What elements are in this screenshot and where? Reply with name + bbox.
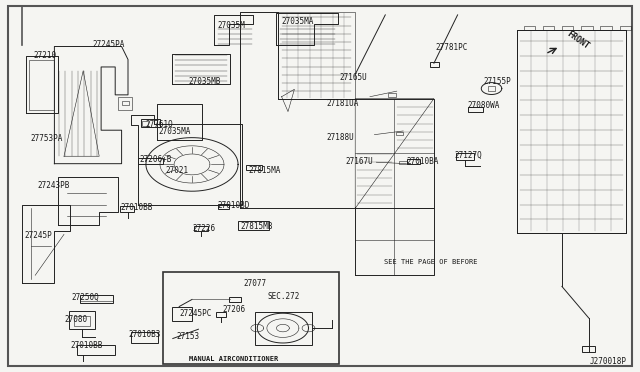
Text: 27167U: 27167U — [346, 157, 373, 166]
Bar — [120, 206, 134, 212]
Bar — [218, 204, 229, 209]
Bar — [141, 119, 160, 127]
Bar — [468, 107, 483, 112]
Text: 27153: 27153 — [176, 331, 199, 340]
Text: J270018P: J270018P — [590, 357, 627, 366]
Bar — [138, 158, 163, 164]
Bar — [216, 312, 226, 317]
Text: MANUAL AIRCONDITIONER: MANUAL AIRCONDITIONER — [189, 356, 278, 362]
Bar — [388, 93, 396, 97]
Text: 27761Q: 27761Q — [146, 119, 173, 128]
Text: 27226: 27226 — [192, 224, 215, 232]
Text: 27815MA: 27815MA — [248, 166, 281, 175]
Bar — [562, 26, 573, 30]
Bar — [396, 132, 403, 135]
Text: 27077: 27077 — [243, 279, 266, 288]
Bar — [620, 26, 631, 30]
Bar — [118, 97, 132, 110]
Text: 27035MA: 27035MA — [282, 17, 314, 26]
Bar — [399, 161, 407, 164]
Bar — [517, 30, 626, 232]
Text: 27206+B: 27206+B — [140, 155, 172, 164]
Text: 27035MB: 27035MB — [189, 77, 221, 86]
Text: 27010B3: 27010B3 — [128, 330, 161, 339]
Bar — [430, 62, 439, 67]
Bar — [74, 316, 90, 326]
Bar — [524, 26, 535, 30]
Bar — [246, 165, 262, 170]
Text: 27035MA: 27035MA — [159, 127, 191, 136]
Text: 27010BB: 27010BB — [120, 203, 153, 212]
Text: 27010BB: 27010BB — [70, 341, 103, 350]
Bar — [29, 60, 54, 110]
Text: 27250Q: 27250Q — [72, 292, 99, 301]
Text: 27010BA: 27010BA — [406, 157, 439, 166]
Text: 27243PB: 27243PB — [37, 181, 70, 190]
Bar — [543, 26, 554, 30]
Bar — [600, 26, 612, 30]
Text: 27021: 27021 — [165, 166, 188, 175]
Bar — [238, 221, 269, 230]
Bar — [582, 346, 595, 352]
Text: 27155P: 27155P — [483, 77, 511, 86]
Text: 27080WA: 27080WA — [467, 101, 500, 110]
Text: 27080: 27080 — [64, 315, 87, 324]
Bar — [122, 101, 129, 105]
Bar — [77, 345, 115, 355]
Bar — [488, 86, 495, 91]
Text: 27781PC: 27781PC — [435, 43, 468, 52]
Text: 27815MB: 27815MB — [240, 222, 273, 231]
Text: 27206: 27206 — [223, 305, 246, 314]
Text: 27035M: 27035M — [218, 21, 245, 30]
Bar — [131, 332, 158, 343]
Text: 27127Q: 27127Q — [454, 151, 482, 160]
Bar — [581, 26, 593, 30]
Text: 27753PA: 27753PA — [31, 134, 63, 143]
Bar — [456, 153, 474, 160]
Bar — [172, 307, 192, 321]
Bar — [69, 311, 95, 329]
Text: 27245PA: 27245PA — [93, 39, 125, 48]
Text: 27210: 27210 — [33, 51, 56, 60]
Text: 27245PC: 27245PC — [179, 309, 212, 318]
Bar — [229, 297, 241, 302]
Text: SEE THE PAGE OF BEFORE: SEE THE PAGE OF BEFORE — [384, 259, 477, 265]
Text: SEC.272: SEC.272 — [268, 292, 300, 301]
Text: FRONT: FRONT — [565, 30, 591, 51]
Bar — [80, 295, 113, 303]
Text: 27165U: 27165U — [339, 73, 367, 82]
Bar — [194, 226, 208, 231]
Bar — [255, 312, 312, 345]
Text: 27181UA: 27181UA — [326, 99, 359, 108]
Text: 27245P: 27245P — [24, 231, 52, 240]
Bar — [142, 121, 148, 126]
Text: 27188U: 27188U — [326, 132, 354, 141]
Bar — [163, 272, 339, 364]
Bar — [407, 159, 420, 164]
Text: 27010BD: 27010BD — [218, 201, 250, 210]
